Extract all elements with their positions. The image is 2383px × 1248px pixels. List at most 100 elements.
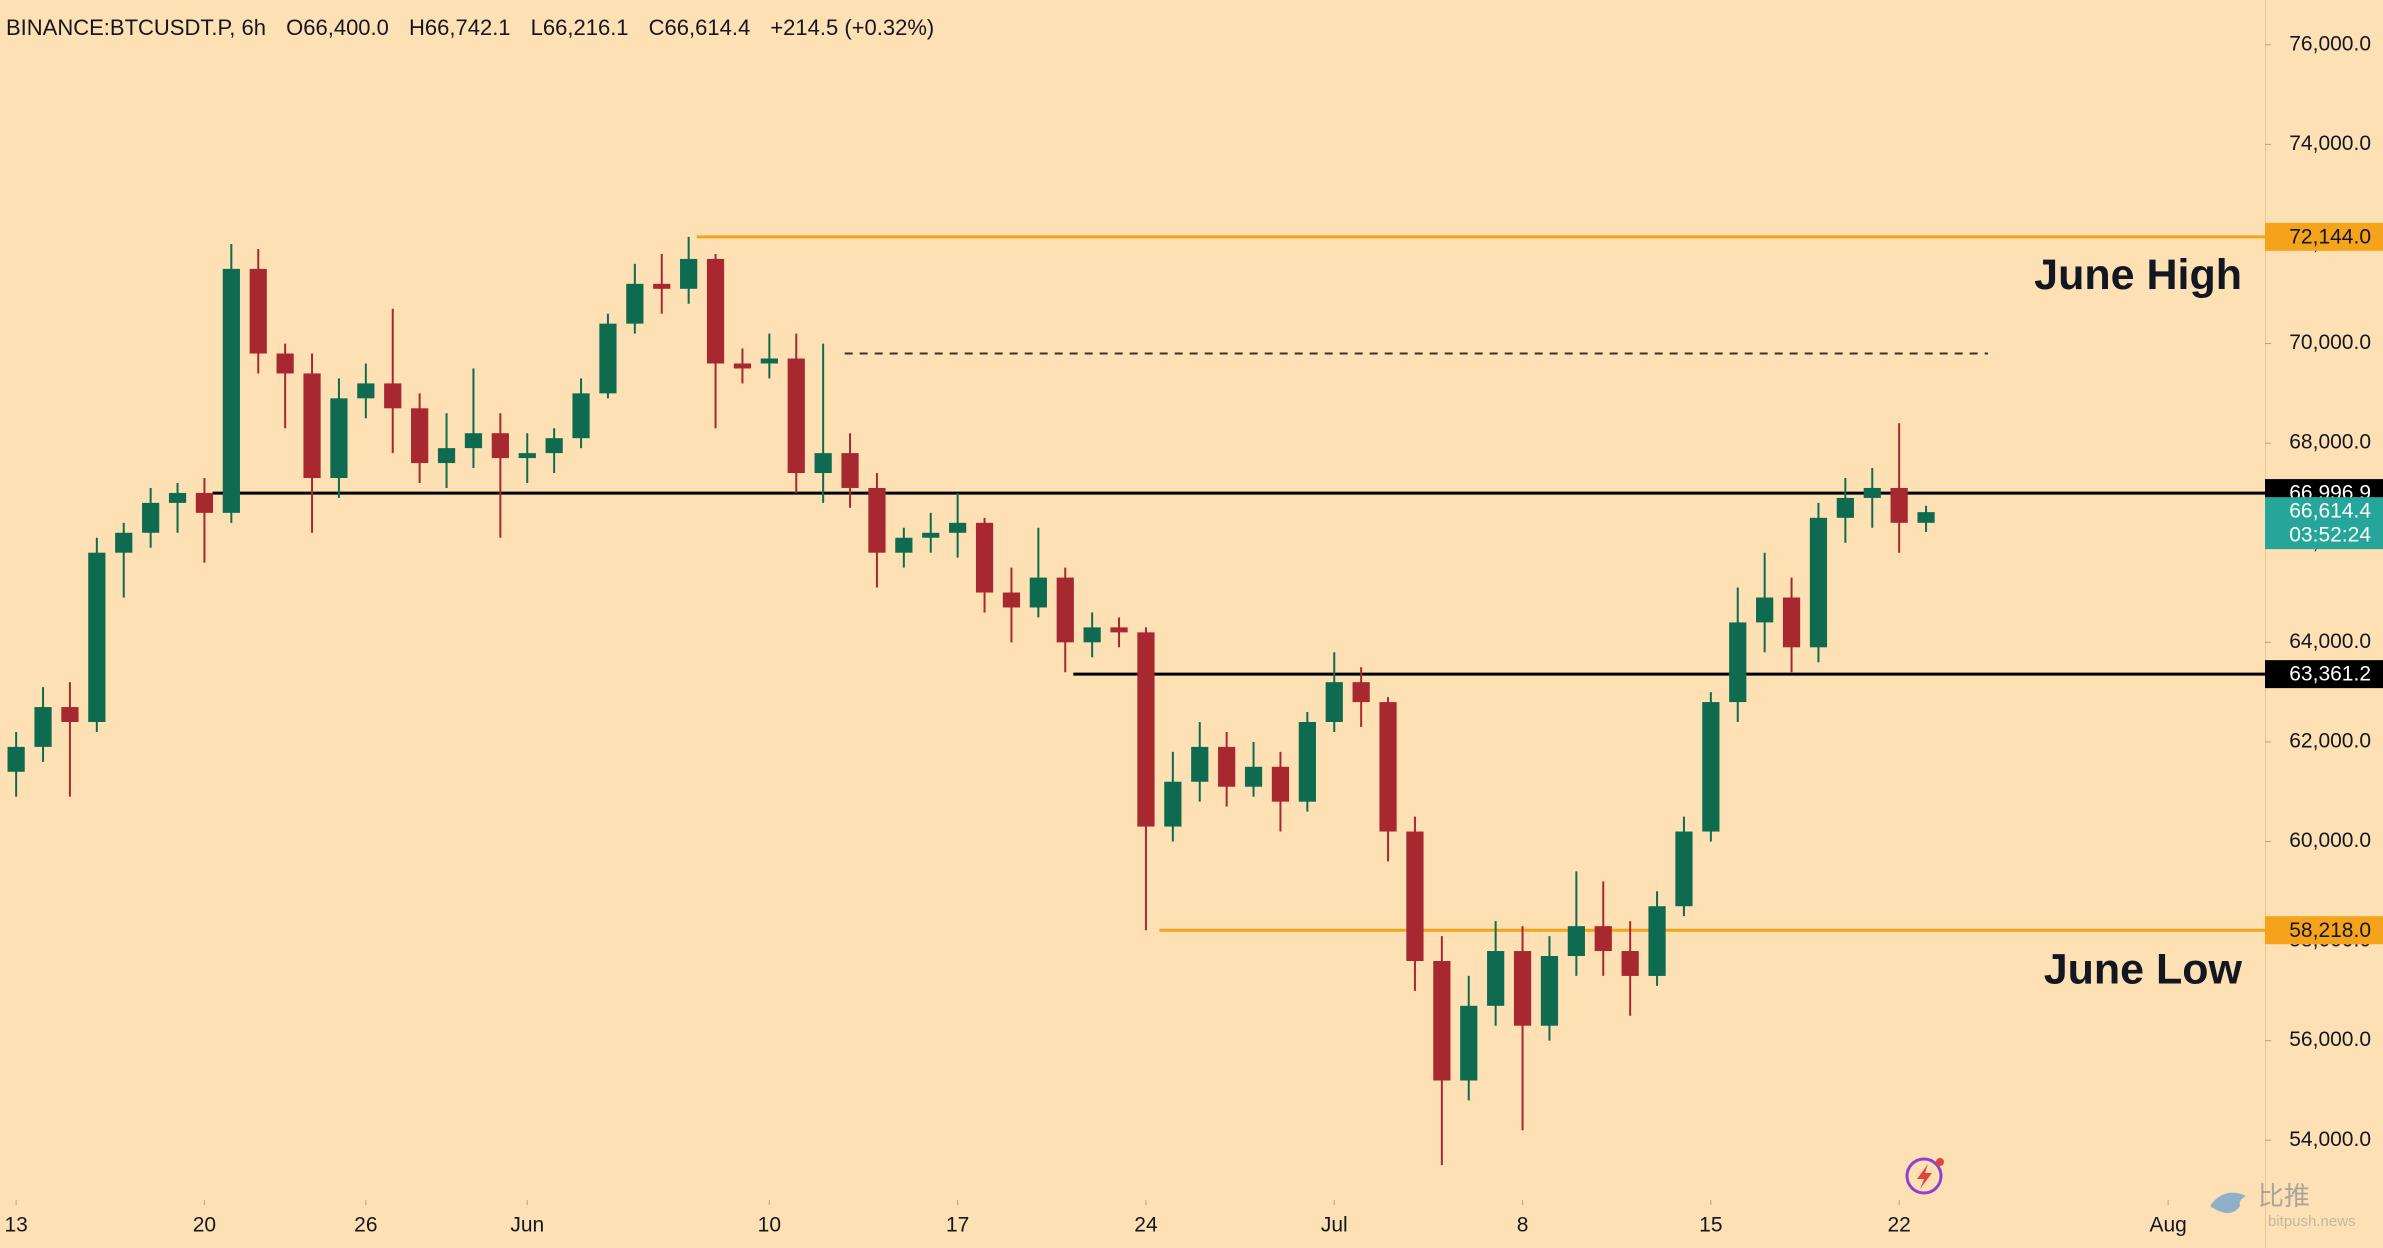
candle-body (626, 283, 644, 324)
candle-body (384, 383, 402, 409)
candle-body (357, 383, 375, 399)
y-tick-label: 76,000.0 (2289, 32, 2371, 55)
x-tick-label: 17 (946, 1214, 969, 1237)
y-tick-label: 74,000.0 (2289, 132, 2371, 155)
watermark-site: bitpush.news (2268, 1213, 2356, 1230)
price-label: 58,218.0 (2289, 919, 2371, 942)
candle-body (249, 268, 267, 354)
y-tick-label: 60,000.0 (2289, 829, 2371, 852)
candle-body (1244, 766, 1263, 787)
annotation: June Low (2044, 946, 2243, 994)
candle-body (195, 492, 214, 513)
x-tick-label: 10 (758, 1214, 781, 1237)
candle-body (142, 502, 160, 533)
price-label-box (2265, 222, 2383, 251)
candle-body (1540, 956, 1559, 1026)
candle-body (1513, 951, 1532, 1026)
candle-body (1782, 597, 1801, 648)
last-price-label: 66,614.4 (2289, 500, 2371, 523)
candle-body (787, 358, 805, 474)
candle-body (1648, 906, 1666, 976)
x-tick-label: 13 (4, 1214, 27, 1237)
ohlc-low: L66,216.1 (531, 15, 629, 40)
candle-body (1083, 627, 1101, 643)
candle-body (922, 532, 940, 538)
candle-body (1809, 517, 1828, 648)
candle-body (545, 438, 563, 454)
x-tick-label: 26 (354, 1214, 377, 1237)
candle-body (1621, 951, 1639, 976)
candle-body (61, 707, 79, 722)
candle-body (868, 487, 886, 553)
candle-body (1029, 577, 1047, 608)
candle-body (464, 433, 483, 449)
x-tick-label: 15 (1699, 1214, 1722, 1237)
candle-body (1433, 960, 1451, 1081)
candle-body (841, 453, 859, 488)
candle-body (1890, 487, 1908, 523)
candle-body (1675, 831, 1693, 907)
annotation: June High (2034, 251, 2242, 299)
y-tick-label: 54,000.0 (2289, 1128, 2371, 1151)
candle-body (1271, 766, 1290, 802)
candle-body (1379, 702, 1397, 832)
plot-area (212, 235, 2265, 932)
price-label: 63,361.2 (2289, 663, 2371, 686)
bird-icon (2210, 1192, 2246, 1213)
candle-body (572, 393, 590, 439)
y-tick-label: 70,000.0 (2289, 331, 2371, 354)
candle-body (88, 552, 106, 722)
ohlc-high: H66,742.1 (409, 15, 511, 40)
candle-body (303, 373, 321, 479)
candle-body (1164, 781, 1182, 827)
candle-body (975, 522, 994, 593)
candle-body (330, 398, 348, 479)
price-label: 72,144.0 (2289, 225, 2371, 248)
candle-body (7, 746, 25, 772)
candle-body (1460, 1005, 1478, 1081)
candle-body (733, 363, 752, 369)
x-tick-label: 8 (1517, 1214, 1529, 1237)
candle-body (1729, 622, 1747, 703)
chart-header: BINANCE:BTCUSDT.P, 6h O66,400.0 H66,742.… (6, 15, 934, 40)
x-tick-label: Aug (2149, 1214, 2186, 1237)
candle-body (653, 283, 671, 289)
candle-body (1298, 721, 1316, 802)
y-tick-label: 56,000.0 (2289, 1028, 2371, 1051)
candle-body (437, 448, 456, 464)
candle-body (168, 492, 187, 503)
candle-body (1756, 597, 1774, 623)
candle-body (1110, 627, 1128, 633)
x-tick-label: 22 (1887, 1214, 1910, 1237)
candle-body (814, 453, 832, 474)
lightning-icon (1905, 1157, 1944, 1195)
symbol: BINANCE:BTCUSDT.P, 6h (6, 15, 266, 40)
candle-body (680, 258, 698, 289)
candle-body (222, 268, 240, 513)
candle-body (760, 358, 778, 364)
candle-body (1487, 951, 1505, 1006)
ohlc-close: C66,614.4 (649, 15, 751, 40)
candle-body (1325, 682, 1343, 722)
x-tick-label: 20 (193, 1214, 216, 1237)
candle-body (1352, 682, 1370, 703)
candle-body (34, 707, 52, 747)
candle-body (518, 453, 536, 459)
candle-body (1406, 831, 1424, 961)
candles (7, 236, 1935, 1166)
countdown-label: 03:52:24 (2289, 524, 2371, 547)
candle-body (411, 408, 429, 464)
candle-body (1863, 487, 1881, 498)
candle-body (1917, 512, 1935, 523)
candle-body (1002, 592, 1021, 608)
candle-body (491, 433, 509, 459)
watermark-brand: 比推 (2258, 1181, 2310, 1211)
candle-body (276, 353, 294, 374)
price-label-box (2265, 660, 2383, 689)
candle-body (949, 522, 967, 533)
ohlc-open: O66,400.0 (286, 15, 389, 40)
candle-body (1137, 632, 1155, 827)
